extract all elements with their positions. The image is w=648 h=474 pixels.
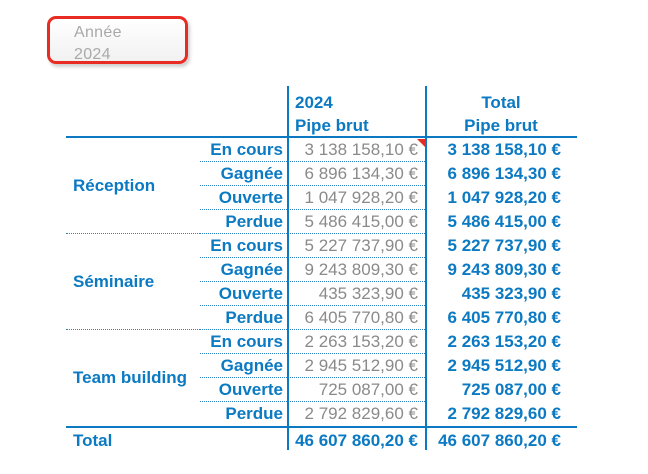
grand-total-value[interactable]: 46 607 860,20 € bbox=[438, 431, 561, 450]
pipe-total-value[interactable]: 2 945 512,90 € bbox=[447, 356, 561, 375]
pipe-total-value[interactable]: 9 243 809,30 € bbox=[447, 260, 561, 279]
pivot-header-row: 2024 Pipe brut Total Pipe brut bbox=[66, 86, 577, 138]
grand-total-label[interactable]: Total bbox=[73, 431, 113, 450]
pipe-total-value[interactable]: 1 047 928,20 € bbox=[447, 188, 561, 207]
row-status-label[interactable]: Ouverte bbox=[200, 378, 287, 402]
category-label-reception[interactable]: Réception bbox=[66, 138, 200, 234]
pipe-total-value[interactable]: 5 486 415,00 € bbox=[447, 212, 561, 231]
pipe-2024-value[interactable]: 2 792 829,60 € bbox=[304, 404, 418, 423]
header-total-line1: Total bbox=[481, 93, 521, 112]
grand-total-row: Total 46 607 860,20 € 46 607 860,20 € bbox=[66, 426, 577, 454]
pipe-2024-value[interactable]: 9 243 809,30 € bbox=[287, 258, 425, 282]
pipe-2024-value[interactable]: 2 945 512,90 € bbox=[287, 354, 425, 378]
row-status-label[interactable]: Gagnée bbox=[200, 354, 287, 378]
grand-total-2024-value[interactable]: 46 607 860,20 € bbox=[295, 431, 418, 450]
pipe-total-value[interactable]: 6 405 770,80 € bbox=[447, 308, 561, 327]
row-status-label[interactable]: En cours bbox=[200, 138, 287, 162]
row-status-label[interactable]: Gagnée bbox=[200, 258, 287, 282]
pipe-2024-value[interactable]: 2 263 153,20 € bbox=[287, 330, 425, 354]
header-total-line2: Pipe brut bbox=[464, 116, 538, 135]
pipe-2024-value[interactable]: 435 323,90 € bbox=[287, 282, 425, 306]
pivot-body: Réception En cours 3 138 158,10 € 3 138 … bbox=[66, 138, 577, 426]
pipe-2024-value[interactable]: 5 486 415,00 € bbox=[287, 210, 425, 234]
pipe-total-value[interactable]: 6 896 134,30 € bbox=[447, 164, 561, 183]
row-status-label[interactable]: Ouverte bbox=[200, 186, 287, 210]
pipe-total-value[interactable]: 5 227 737,90 € bbox=[447, 236, 561, 255]
pipe-2024-value[interactable]: 1 047 928,20 € bbox=[287, 186, 425, 210]
pipe-total-value[interactable]: 435 323,90 € bbox=[461, 284, 561, 303]
pipe-2024-value[interactable]: 6 896 134,30 € bbox=[287, 162, 425, 186]
pipe-total-value[interactable]: 3 138 158,10 € bbox=[447, 140, 561, 159]
row-status-label[interactable]: Perdue bbox=[200, 210, 287, 234]
pipe-2024-value[interactable]: 3 138 158,10 € bbox=[287, 138, 425, 162]
slicer-title: Année bbox=[74, 24, 122, 41]
year-slicer[interactable]: Année 2024 bbox=[47, 16, 188, 64]
pipe-2024-value[interactable]: 6 405 770,80 € bbox=[287, 306, 425, 330]
category-label-seminaire[interactable]: Séminaire bbox=[66, 234, 200, 330]
header-2024-line2: Pipe brut bbox=[295, 116, 369, 135]
pipe-2024-value[interactable]: 5 227 737,90 € bbox=[287, 234, 425, 258]
row-status-label[interactable]: En cours bbox=[200, 234, 287, 258]
header-spacer bbox=[66, 86, 200, 137]
row-status-label[interactable]: Ouverte bbox=[200, 282, 287, 306]
row-status-label[interactable]: Perdue bbox=[225, 404, 283, 423]
column-separator-line bbox=[287, 86, 289, 450]
category-label-team-building[interactable]: Team building bbox=[73, 368, 187, 387]
pipe-total-value[interactable]: 725 087,00 € bbox=[461, 380, 561, 399]
pivot-table: 2024 Pipe brut Total Pipe brut Réception… bbox=[66, 86, 577, 450]
row-status-label[interactable]: En cours bbox=[200, 330, 287, 354]
header-spacer bbox=[200, 86, 287, 137]
slicer-selected-value[interactable]: 2024 bbox=[74, 46, 111, 63]
pipe-total-value[interactable]: 2 263 153,20 € bbox=[447, 332, 561, 351]
row-status-label[interactable]: Gagnée bbox=[200, 162, 287, 186]
pipe-total-value[interactable]: 2 792 829,60 € bbox=[447, 404, 561, 423]
pipe-2024-value[interactable]: 725 087,00 € bbox=[287, 378, 425, 402]
row-status-label[interactable]: Perdue bbox=[200, 306, 287, 330]
header-2024-line1: 2024 bbox=[295, 93, 333, 112]
column-separator-line bbox=[425, 86, 427, 450]
comment-marker-icon bbox=[417, 139, 425, 147]
header-2024-pipe-brut[interactable]: 2024 Pipe brut bbox=[287, 86, 425, 137]
header-total-pipe-brut[interactable]: Total Pipe brut bbox=[425, 86, 577, 137]
